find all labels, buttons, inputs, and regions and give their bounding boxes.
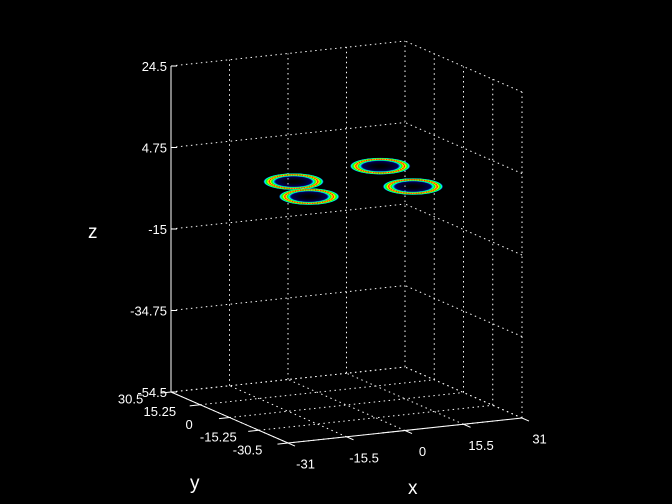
y-tick-label: 15.25 [144,404,177,419]
y-tick-mark [218,417,230,420]
y-tick-mark [160,391,172,394]
ring-layer [263,157,444,206]
grid-line [170,285,406,311]
y-tick-mark [189,404,201,407]
grid-line [229,385,347,438]
ring-core [284,189,335,204]
x-tick-mark [521,417,530,422]
y-tick-label: 0 [185,417,192,432]
grid-line [170,366,406,393]
z-axis-title: z [88,222,98,243]
x-tick-label: 0 [419,444,426,459]
ring-marker [382,178,444,196]
grid-line [258,404,493,431]
x-tick-mark [346,436,354,441]
grid-line [170,40,406,67]
x-axis-title: x [408,478,418,499]
y-tick-mark [277,442,289,445]
ring-glow [382,178,444,196]
y-tick-label: 30.5 [118,391,143,406]
x-tick-label: -15.5 [349,450,379,465]
y-tick-label: -30.5 [233,442,263,457]
grid-line [404,122,523,174]
x-tick-mark [287,442,296,447]
grid-line [170,203,406,230]
z-tick-label: -34.75 [130,304,167,319]
x-tick-mark [463,423,471,428]
grid-line [404,40,523,93]
grid-line [346,372,464,425]
ring-marker [278,188,340,206]
x-tick-label: 15.5 [468,438,493,453]
x-tick-mark [404,430,413,435]
z-tick-label: -54.5 [137,385,167,400]
y-axis-title: y [190,473,200,494]
z-tick-label: 4.75 [142,141,167,156]
x-tick-label: -31 [296,457,315,472]
z-tick-label: -15 [148,222,167,237]
tick-labels: -31 -15.5 0 15.5 31 -30.5-15.25 0 15.2530.5-54.… [118,59,547,472]
ring-marker [349,157,411,175]
x-tick-label: 31 [532,432,546,447]
ring-core [388,179,438,194]
grid-line [287,379,406,431]
z-tick-label: 24.5 [142,59,167,74]
y-tick-label: -15.25 [200,430,237,445]
grid-line [200,379,435,406]
grid-line [170,122,406,148]
ring-glow [349,157,411,175]
axes [160,65,530,447]
grid-line [404,285,523,337]
grid [170,40,523,444]
ring-core [268,174,319,189]
ring-glow [263,173,324,191]
grid-line [404,366,523,419]
ring-glow [278,188,340,206]
ring-marker [263,173,324,191]
ring-core [355,158,406,174]
y-tick-mark [248,429,259,432]
grid-line [404,203,523,256]
grid-line [229,392,464,418]
